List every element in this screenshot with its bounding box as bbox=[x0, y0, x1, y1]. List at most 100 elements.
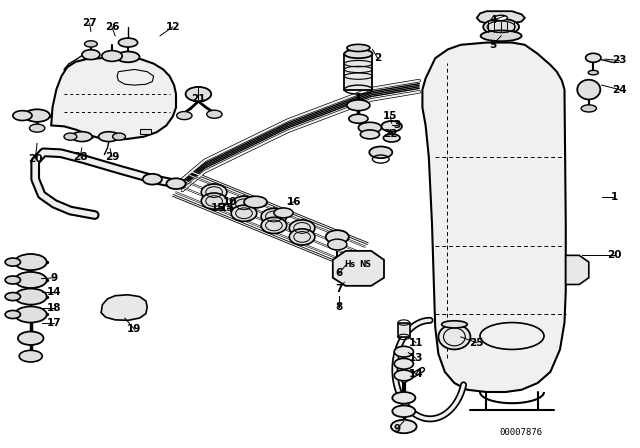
Ellipse shape bbox=[13, 111, 32, 121]
Ellipse shape bbox=[289, 220, 315, 236]
Ellipse shape bbox=[360, 130, 380, 139]
Text: 20: 20 bbox=[607, 250, 621, 260]
Text: 4: 4 bbox=[489, 15, 497, 25]
Ellipse shape bbox=[99, 132, 119, 142]
Ellipse shape bbox=[29, 124, 45, 132]
Ellipse shape bbox=[261, 208, 287, 224]
Ellipse shape bbox=[483, 19, 519, 35]
Ellipse shape bbox=[166, 178, 186, 189]
Ellipse shape bbox=[177, 112, 192, 120]
Text: 16: 16 bbox=[287, 197, 301, 207]
Ellipse shape bbox=[64, 133, 77, 140]
Ellipse shape bbox=[116, 52, 140, 62]
Text: 17: 17 bbox=[47, 319, 61, 328]
Text: 20: 20 bbox=[28, 154, 42, 164]
Text: 12: 12 bbox=[166, 22, 180, 32]
Text: 14: 14 bbox=[47, 287, 61, 297]
Ellipse shape bbox=[231, 196, 257, 212]
Ellipse shape bbox=[442, 321, 467, 328]
Ellipse shape bbox=[369, 146, 392, 158]
Text: 6: 6 bbox=[335, 268, 343, 278]
Ellipse shape bbox=[201, 193, 227, 209]
Polygon shape bbox=[422, 43, 566, 392]
Ellipse shape bbox=[5, 310, 20, 319]
Ellipse shape bbox=[201, 184, 227, 200]
Ellipse shape bbox=[143, 174, 162, 185]
Ellipse shape bbox=[326, 230, 349, 244]
Ellipse shape bbox=[581, 105, 596, 112]
Text: 19: 19 bbox=[127, 324, 141, 334]
Text: 2: 2 bbox=[374, 53, 381, 63]
Ellipse shape bbox=[328, 239, 347, 250]
Ellipse shape bbox=[24, 109, 50, 122]
Ellipse shape bbox=[358, 122, 381, 133]
Text: 23: 23 bbox=[612, 56, 627, 65]
Text: 8: 8 bbox=[335, 302, 343, 312]
Text: 7: 7 bbox=[335, 284, 343, 294]
Ellipse shape bbox=[481, 30, 522, 41]
Text: 9: 9 bbox=[393, 424, 401, 434]
Text: 3: 3 bbox=[393, 121, 401, 130]
Text: 25: 25 bbox=[470, 338, 484, 348]
Text: 11: 11 bbox=[409, 338, 423, 348]
Text: 29: 29 bbox=[105, 152, 119, 162]
Bar bbox=[398, 323, 410, 337]
Text: 26: 26 bbox=[105, 22, 119, 32]
Text: 1: 1 bbox=[611, 192, 618, 202]
Ellipse shape bbox=[344, 49, 372, 58]
Ellipse shape bbox=[381, 121, 402, 132]
Ellipse shape bbox=[391, 420, 417, 433]
Ellipse shape bbox=[118, 38, 138, 47]
Ellipse shape bbox=[438, 324, 470, 349]
Ellipse shape bbox=[15, 306, 47, 323]
Ellipse shape bbox=[15, 289, 47, 305]
Text: 14: 14 bbox=[409, 369, 423, 379]
Ellipse shape bbox=[15, 272, 47, 288]
Ellipse shape bbox=[392, 405, 415, 417]
Ellipse shape bbox=[18, 332, 44, 345]
Ellipse shape bbox=[72, 132, 92, 142]
Ellipse shape bbox=[383, 134, 400, 142]
Text: 18: 18 bbox=[47, 303, 61, 313]
Bar bbox=[344, 54, 372, 90]
Ellipse shape bbox=[289, 229, 315, 245]
Polygon shape bbox=[477, 11, 525, 23]
Polygon shape bbox=[333, 251, 384, 286]
Ellipse shape bbox=[84, 41, 97, 47]
Text: 21: 21 bbox=[191, 94, 205, 103]
Text: 15: 15 bbox=[383, 112, 397, 121]
Ellipse shape bbox=[347, 100, 370, 111]
Text: 13: 13 bbox=[409, 353, 423, 363]
Polygon shape bbox=[566, 255, 589, 284]
Text: NS: NS bbox=[360, 259, 372, 268]
Text: Hs: Hs bbox=[344, 259, 355, 268]
Ellipse shape bbox=[5, 293, 20, 301]
Text: 9: 9 bbox=[51, 273, 58, 283]
Ellipse shape bbox=[586, 53, 601, 62]
Text: 10: 10 bbox=[223, 197, 237, 207]
Ellipse shape bbox=[15, 254, 47, 270]
Text: 5: 5 bbox=[489, 40, 497, 50]
Ellipse shape bbox=[577, 80, 600, 99]
Text: 15: 15 bbox=[220, 203, 234, 213]
Ellipse shape bbox=[394, 346, 413, 357]
Text: 27: 27 bbox=[83, 18, 97, 28]
Ellipse shape bbox=[5, 258, 20, 266]
Ellipse shape bbox=[102, 51, 122, 61]
Ellipse shape bbox=[231, 205, 257, 221]
Ellipse shape bbox=[347, 44, 370, 52]
Ellipse shape bbox=[394, 358, 413, 369]
Ellipse shape bbox=[495, 15, 508, 21]
Ellipse shape bbox=[588, 70, 598, 75]
Polygon shape bbox=[51, 57, 176, 140]
Text: 28: 28 bbox=[73, 152, 87, 162]
Ellipse shape bbox=[19, 350, 42, 362]
Bar bbox=[140, 129, 151, 134]
Ellipse shape bbox=[349, 114, 368, 123]
Ellipse shape bbox=[186, 87, 211, 101]
Polygon shape bbox=[101, 295, 147, 320]
Ellipse shape bbox=[113, 133, 125, 140]
Ellipse shape bbox=[394, 370, 413, 381]
Ellipse shape bbox=[274, 208, 293, 218]
Text: 15: 15 bbox=[211, 203, 225, 213]
